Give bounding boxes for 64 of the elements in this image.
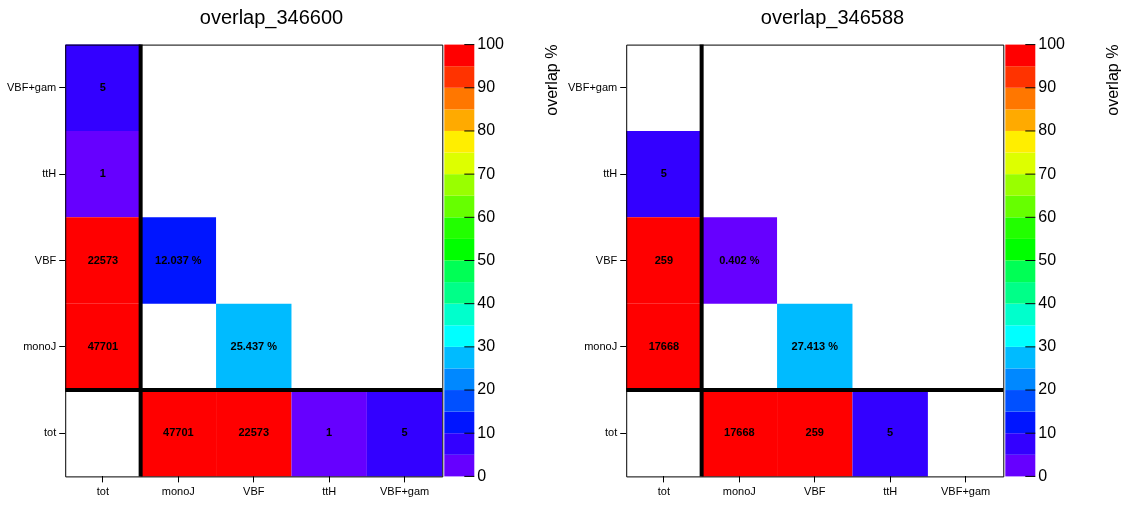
color-bar-title: overlap % bbox=[543, 44, 561, 116]
color-bar-label: 30 bbox=[477, 337, 496, 355]
y-tick-label: VBF bbox=[34, 253, 57, 266]
data-label: 1 bbox=[99, 167, 106, 180]
data-label: 17668 bbox=[648, 339, 680, 352]
color-bar-label: 10 bbox=[1038, 423, 1057, 441]
data-label: 1 bbox=[326, 426, 333, 439]
data-label: 5 bbox=[887, 426, 894, 439]
data-label: 259 bbox=[805, 426, 824, 439]
data-label: 47701 bbox=[163, 426, 194, 439]
y-tick-label: monoJ bbox=[584, 339, 618, 352]
x-tick-label: tot bbox=[657, 485, 671, 498]
color-bar-label: 70 bbox=[1038, 164, 1057, 182]
data-label: 259 bbox=[654, 253, 674, 266]
color-bar-label: 60 bbox=[1038, 207, 1057, 225]
y-tick-label: monoJ bbox=[23, 339, 57, 352]
color-bar-label: 80 bbox=[1038, 121, 1057, 139]
color-bar-label: 50 bbox=[477, 250, 496, 268]
color-bar-label: 10 bbox=[477, 423, 496, 441]
y-tick-label: tot bbox=[43, 426, 57, 439]
x-tick-label: ttH bbox=[322, 485, 337, 498]
data-label: 5 bbox=[660, 167, 667, 180]
y-tick-label: ttH bbox=[603, 167, 618, 180]
x-tick-label: monoJ bbox=[161, 485, 195, 498]
color-bar-label: 20 bbox=[477, 380, 496, 398]
y-tick-label: ttH bbox=[42, 167, 57, 180]
y-tick-label: tot bbox=[604, 426, 618, 439]
color-bar-label: 40 bbox=[477, 294, 496, 312]
x-tick-label: monoJ bbox=[722, 485, 756, 498]
data-label: 27.413 % bbox=[791, 339, 839, 352]
data-label: 5 bbox=[401, 426, 408, 439]
x-tick-label: VBF+gam bbox=[379, 485, 430, 498]
x-tick-label: VBF+gam bbox=[940, 485, 991, 498]
y-tick-label: VBF+gam bbox=[568, 80, 618, 93]
chart-title: overlap_346600 bbox=[199, 6, 344, 30]
data-label: 22573 bbox=[87, 253, 119, 266]
x-tick-label: VBF bbox=[804, 485, 826, 498]
color-bar-label: 70 bbox=[477, 164, 496, 182]
x-tick-label: VBF bbox=[243, 485, 265, 498]
data-label: 12.037 % bbox=[155, 253, 202, 266]
data-label: 22573 bbox=[238, 426, 270, 439]
y-tick-label: VBF bbox=[595, 253, 618, 266]
color-bar-label: 30 bbox=[1038, 337, 1057, 355]
y-tick-label: VBF+gam bbox=[7, 80, 57, 93]
color-bar-label: 0 bbox=[477, 466, 487, 484]
data-label: 47701 bbox=[87, 339, 119, 352]
color-bar-label: 50 bbox=[1038, 250, 1057, 268]
data-label: 0.402 % bbox=[719, 253, 760, 266]
color-bar-label: 80 bbox=[477, 121, 496, 139]
color-bar-label: 0 bbox=[1038, 466, 1048, 484]
color-bar-label: 60 bbox=[477, 207, 496, 225]
data-label: 5 bbox=[99, 80, 106, 93]
color-bar-label: 20 bbox=[1038, 380, 1057, 398]
chart-title: overlap_346588 bbox=[760, 6, 905, 30]
color-bar-label: 90 bbox=[477, 78, 496, 96]
x-tick-label: tot bbox=[96, 485, 110, 498]
data-label: 25.437 % bbox=[230, 339, 278, 352]
color-bar-label: 100 bbox=[477, 35, 505, 53]
x-tick-label: ttH bbox=[883, 485, 898, 498]
color-bar-title: overlap % bbox=[1104, 44, 1122, 116]
color-bar-label: 100 bbox=[1038, 35, 1066, 53]
data-label: 17668 bbox=[724, 426, 755, 439]
color-bar-label: 40 bbox=[1038, 294, 1057, 312]
color-bar-label: 90 bbox=[1038, 78, 1057, 96]
